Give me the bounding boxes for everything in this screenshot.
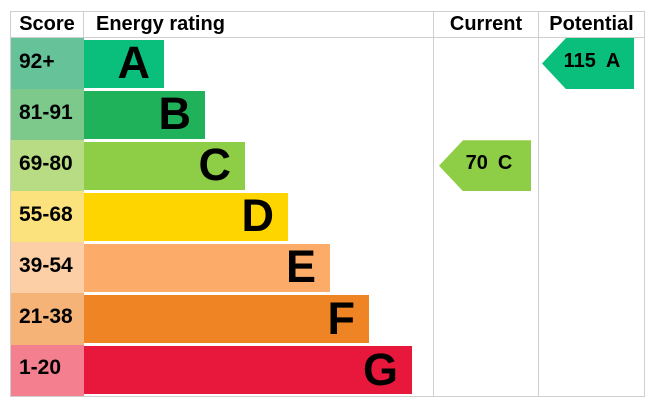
score-range-label: 21-38 [19, 305, 73, 329]
current-cell [433, 344, 538, 396]
score-range-label: 1-20 [19, 356, 62, 380]
rating-bar-cell: G [84, 345, 433, 396]
rating-bar-cell: C [84, 140, 433, 191]
score-range-label: 69-80 [19, 151, 73, 175]
score-range-label: 92+ [19, 49, 55, 73]
rating-bar: E [84, 241, 330, 293]
current-cell [433, 38, 538, 90]
rating-bar-cell: B [84, 89, 433, 140]
score-range-cell: 21-38 [11, 293, 84, 345]
band-row: 92+ A 115 A [11, 38, 644, 90]
rating-bar-cell: D [84, 191, 433, 242]
score-range-cell: 69-80 [11, 140, 84, 192]
score-range-label: 39-54 [19, 253, 73, 277]
energy-rating-column-header: Energy rating [96, 13, 225, 35]
potential-cell [538, 191, 644, 243]
rating-bar-cell: F [84, 293, 433, 344]
band-row: 39-54 E [11, 242, 644, 294]
rating-bar-letter: A [117, 37, 151, 89]
rating-bar: B [84, 88, 205, 140]
score-range-label: 55-68 [19, 202, 73, 226]
current-cell: 70 C [433, 140, 538, 192]
potential-rating-letter: A [605, 50, 621, 73]
current-cell [433, 89, 538, 141]
current-rating-letter: C [497, 152, 513, 175]
rating-bar-letter: G [362, 343, 398, 395]
current-cell [433, 293, 538, 345]
current-column-header: Current [433, 12, 538, 37]
epc-table: Score Energy rating Current Potential 92… [10, 11, 645, 397]
score-range-cell: 39-54 [11, 242, 84, 294]
potential-cell [538, 344, 644, 396]
score-range-cell: 92+ [11, 38, 84, 90]
potential-rating-arrow: 115 A [542, 38, 634, 90]
band-rows: 92+ A 115 A 81-91 B 69-80 C 70 C [11, 38, 644, 396]
rating-bar-letter: F [327, 292, 356, 344]
potential-column-header: Potential [538, 12, 644, 37]
band-row: 21-38 F [11, 293, 644, 345]
score-range-cell: 81-91 [11, 89, 84, 141]
rating-bar-cell: A [84, 38, 433, 89]
rating-bar: A [84, 37, 164, 89]
current-rating-value: 70 [465, 152, 488, 175]
rating-bar: D [84, 190, 288, 242]
score-range-cell: 1-20 [11, 344, 84, 396]
rating-bar-letter: D [241, 190, 275, 242]
current-cell [433, 242, 538, 294]
current-rating-arrow: 70 C [439, 140, 531, 192]
potential-cell [538, 140, 644, 192]
rating-bar-cell: E [84, 242, 433, 293]
potential-cell [538, 242, 644, 294]
potential-cell [538, 293, 644, 345]
rating-bar-letter: B [158, 88, 192, 140]
rating-bar-letter: E [285, 241, 316, 293]
score-range-cell: 55-68 [11, 191, 84, 243]
rating-bar-letter: C [198, 139, 232, 191]
potential-cell [538, 89, 644, 141]
score-column-header: Score [11, 12, 84, 37]
header-row: Score Energy rating Current Potential [11, 12, 644, 38]
potential-rating-value: 115 [563, 50, 596, 73]
potential-cell: 115 A [538, 38, 644, 90]
current-cell [433, 191, 538, 243]
band-row: 55-68 D [11, 191, 644, 243]
score-range-label: 81-91 [19, 100, 73, 124]
rating-bar: C [84, 139, 245, 191]
rating-bar: G [84, 343, 412, 395]
band-row: 1-20 G [11, 344, 644, 396]
band-row: 69-80 C 70 C [11, 140, 644, 192]
rating-bar: F [84, 292, 369, 344]
band-row: 81-91 B [11, 89, 644, 141]
